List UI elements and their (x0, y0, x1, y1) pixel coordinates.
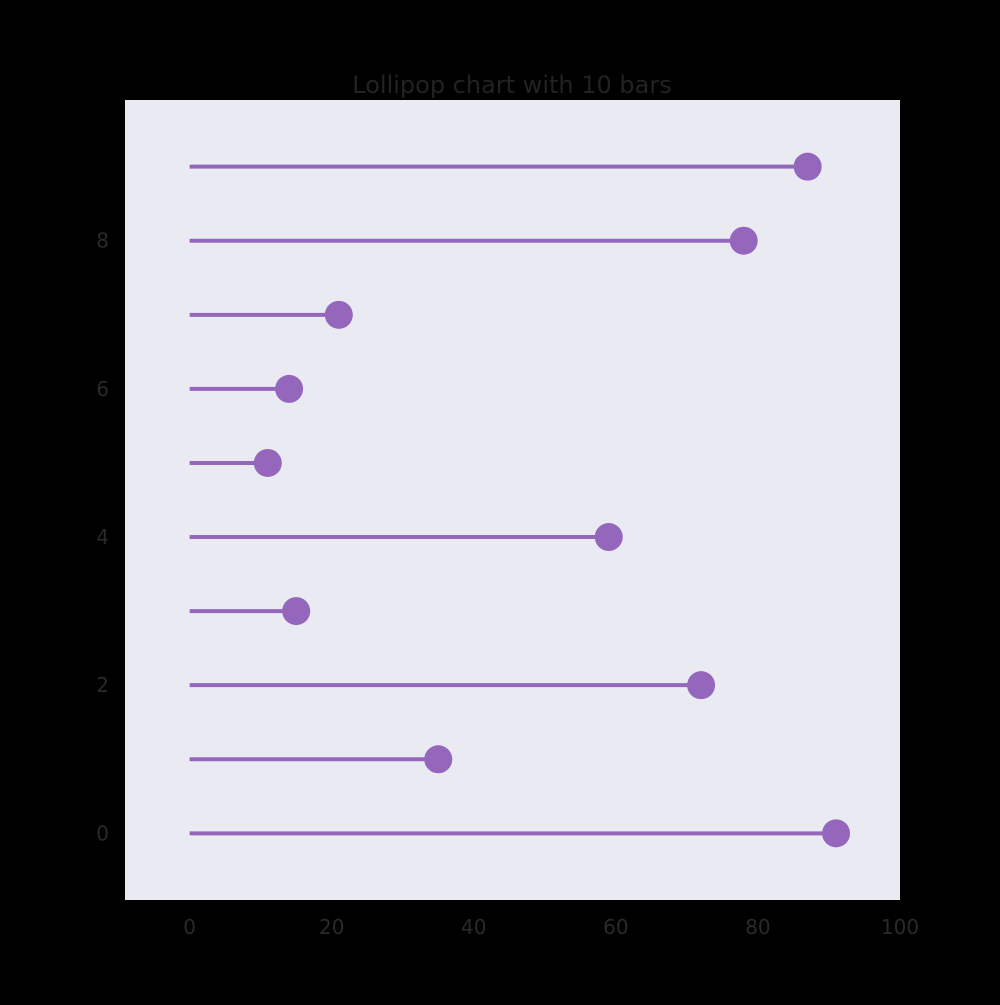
markers-group (253, 152, 851, 848)
y-tick-label: 6 (96, 377, 109, 401)
y-tick-label: 2 (96, 673, 109, 697)
chart-title: Lollipop chart with 10 bars (352, 71, 671, 99)
x-tick-label: 20 (319, 915, 344, 939)
plot-area (125, 100, 900, 900)
lollipop-marker-4 (594, 523, 623, 552)
x-tick-label: 80 (745, 915, 770, 939)
lollipop-marker-1 (424, 745, 453, 774)
x-tick-label: 40 (461, 915, 486, 939)
stems-group (189, 164, 837, 836)
lollipop-marker-8 (729, 226, 758, 255)
lollipop-marker-5 (253, 448, 282, 477)
y-tick-label: 4 (96, 525, 109, 549)
y-tick-label: 0 (96, 821, 109, 845)
lollipop-marker-9 (793, 152, 822, 181)
x-tick-label: 60 (603, 915, 628, 939)
y-tick-label: 8 (96, 229, 109, 253)
x-tick-label: 0 (183, 915, 196, 939)
x-tick-label: 100 (881, 915, 919, 939)
lollipop-marker-2 (687, 671, 716, 700)
lollipop-marker-0 (822, 819, 851, 848)
x-axis-ticks: 0 20 40 60 80 100 (183, 915, 919, 939)
y-axis-ticks: 0 2 4 6 8 (96, 229, 109, 846)
lollipop-marker-7 (324, 300, 353, 329)
lollipop-marker-3 (282, 597, 311, 626)
lollipop-marker-6 (275, 374, 304, 403)
